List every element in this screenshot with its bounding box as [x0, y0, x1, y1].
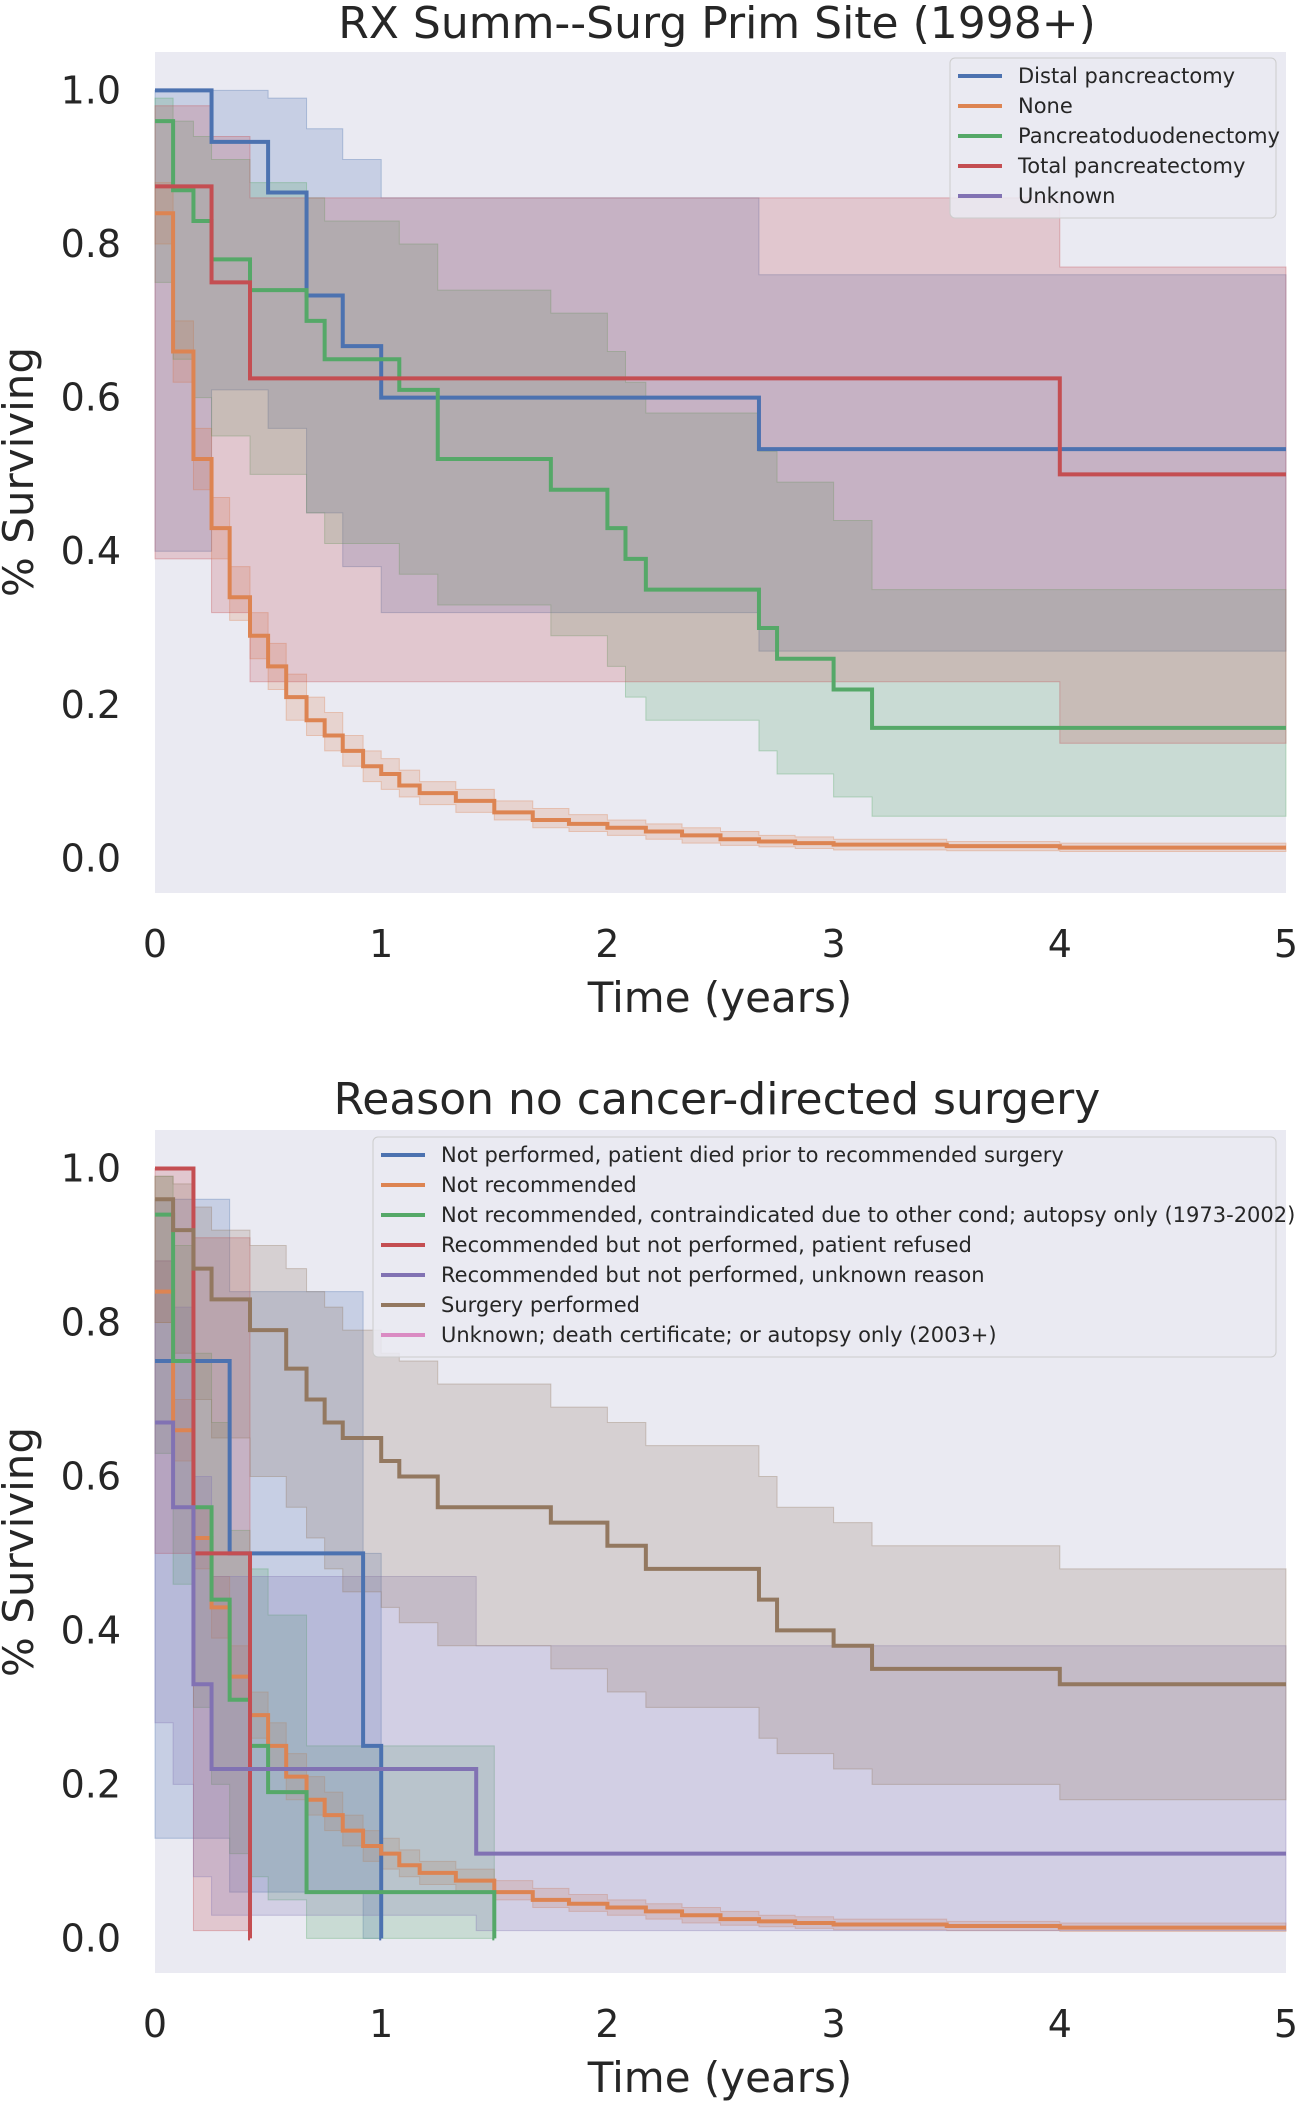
y-tick-label: 0.8	[61, 1300, 121, 1344]
chart-title: Reason no cancer-directed surgery	[334, 1074, 1101, 1125]
legend-label-not-recommended: Not recommended	[441, 1173, 637, 1197]
series-line-not-performed-patient-died-prior-to-recommended-surgery	[155, 1358, 384, 1941]
y-axis-label: % Surviving	[0, 1427, 43, 1677]
legend-label-none: None	[1018, 94, 1073, 118]
legend-label-recommended-but-not-performed-patient-refused: Recommended but not performed, patient r…	[441, 1233, 972, 1257]
chart-title: RX Summ--Surg Prim Site (1998+)	[338, 0, 1096, 49]
y-tick-label: 0.2	[61, 683, 121, 727]
series-line-recommended-but-not-performed-patient-refused	[155, 1166, 253, 1941]
x-axis-label: Time (years)	[587, 2053, 853, 2102]
y-tick-label: 1.0	[61, 68, 121, 112]
y-tick-label: 0.0	[61, 1916, 121, 1960]
x-tick-labels: 0 1 2 3 4 5	[143, 2002, 1298, 2046]
x-tick-label: 3	[822, 2002, 846, 2046]
y-tick-label: 0.2	[61, 1762, 121, 1806]
ci-band-not-recommended	[154, 1260, 1287, 1932]
chart-panel-surgery-site: RX Summ--Surg Prim Site (1998+) 0.00.20.…	[0, 0, 1298, 1022]
x-tick-labels: 0 1 2 3 4 5	[143, 922, 1298, 966]
x-tick-label: 2	[595, 2002, 619, 2046]
ci-band-none	[154, 182, 1287, 853]
series-line-distal-pancreactomy	[155, 88, 1286, 452]
x-tick-label: 4	[1048, 2002, 1072, 2046]
x-tick-label: 0	[143, 2002, 167, 2046]
y-tick-label: 0.6	[61, 376, 121, 420]
y-axis-label: % Surviving	[0, 347, 43, 597]
legend-label-surgery-performed: Surgery performed	[441, 1293, 640, 1317]
legend-label-unknown-death-certificate-or-autopsy-only-2003: Unknown; death certificate; or autopsy o…	[441, 1323, 997, 1347]
series-line-recommended-but-not-performed-unknown-reason	[155, 1420, 1286, 1856]
ci-band-surgery-performed	[154, 1175, 1287, 1801]
x-tick-label: 2	[595, 922, 619, 966]
x-tick-label: 1	[369, 2002, 393, 2046]
y-tick-label: 0.0	[61, 836, 121, 880]
legend-label-unknown: Unknown	[1018, 184, 1115, 208]
x-tick-label: 4	[1048, 922, 1072, 966]
x-tick-label: 0	[143, 922, 167, 966]
x-axis-label: Time (years)	[587, 973, 853, 1022]
ci-band-distal-pancreactomy	[154, 89, 1287, 652]
survival-curves	[155, 88, 1286, 850]
series-line-surgery-performed	[155, 1197, 1286, 1687]
y-tick-labels: 0.0 0.2 0.4 0.6 0.8 1.0	[61, 1146, 121, 1960]
y-tick-label: 1.0	[61, 1146, 121, 1190]
legend-label-total-pancreatectomy: Total pancreatectomy	[1017, 154, 1245, 178]
series-line-none	[155, 211, 1286, 850]
y-tick-label: 0.8	[61, 222, 121, 266]
survival-curves	[155, 1166, 1286, 1941]
legend-label-distal-pancreactomy: Distal pancreactomy	[1018, 64, 1235, 88]
series-line-total-pancreatectomy	[155, 184, 1286, 477]
legend-label-pancreatoduodenectomy: Pancreatoduodenectomy	[1018, 124, 1280, 148]
legend-label-recommended-but-not-performed-unknown-reason: Recommended but not performed, unknown r…	[441, 1263, 985, 1287]
x-tick-label: 5	[1274, 2002, 1298, 2046]
y-tick-labels: 0.0 0.2 0.4 0.6 0.8 1.0	[61, 68, 121, 880]
legend: Not performed, patient died prior to rec…	[372, 1136, 1295, 1358]
x-tick-label: 3	[822, 922, 846, 966]
legend-label-not-performed-patient-died-prior-to-recommended-surgery: Not performed, patient died prior to rec…	[441, 1143, 1064, 1167]
y-tick-label: 0.4	[61, 1608, 121, 1652]
legend-label-not-recommended-contraindicated-due-to-other-cond-autopsy-only-1973-2002: Not recommended, contraindicated due to …	[441, 1203, 1295, 1227]
legend: Distal pancreactomy None Pancreatoduodenec…	[949, 57, 1280, 219]
series-line-not-recommended-contraindicated-due-to-other-cond-autopsy-only-1973-2002	[155, 1212, 497, 1941]
y-tick-label: 0.4	[61, 529, 121, 573]
confidence-bands	[154, 89, 1287, 853]
chart-panel-reason-no-surgery: Reason no cancer-directed surgery 0.0 0.2…	[0, 1074, 1298, 2102]
ci-band-pancreatoduodenectomy	[154, 97, 1287, 817]
y-tick-label: 0.6	[61, 1454, 121, 1498]
legend-box	[372, 1136, 1277, 1358]
ci-band-total-pancreatectomy	[154, 105, 1287, 744]
x-tick-label: 1	[369, 922, 393, 966]
legend-box	[949, 57, 1277, 219]
x-tick-label: 5	[1274, 922, 1298, 966]
